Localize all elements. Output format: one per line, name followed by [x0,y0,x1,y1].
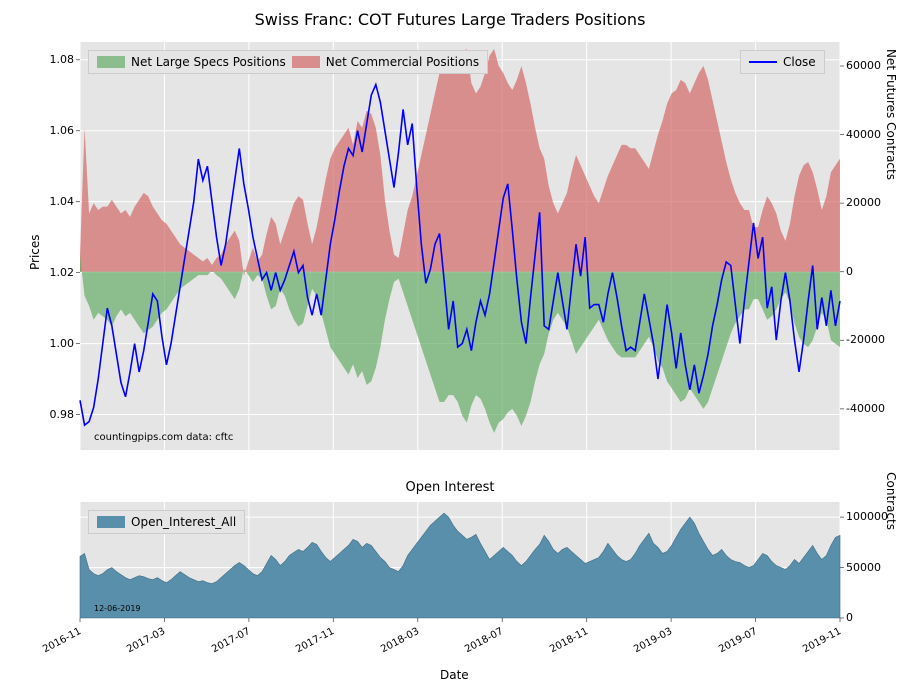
y-right-tick: -40000 [846,402,885,415]
figure: Swiss Franc: COT Futures Large Traders P… [0,0,900,700]
y-right-tick: 60000 [846,59,881,72]
panel2-y-right-tick: 0 [846,611,853,624]
panel2-y-right-tick: 100000 [846,510,888,523]
y-right-tick: 0 [846,265,853,278]
panel2-y-right-tick: 50000 [846,561,881,574]
y-left-tick: 0.98 [50,408,75,421]
y-left-tick: 1.04 [50,195,75,208]
y-right-tick: 20000 [846,196,881,209]
date-note: 12-06-2019 [94,604,141,613]
legend-swatch-area [97,516,125,528]
y-left-tick: 1.02 [50,266,75,279]
y-left-tick: 1.00 [50,337,75,350]
y-right-tick: 40000 [846,128,881,141]
legend-label: Open_Interest_All [131,515,236,529]
y-left-tick: 1.06 [50,124,75,137]
legend-open-interest: Open_Interest_All [88,510,245,534]
x-axis-label: Date [440,668,469,682]
open-interest-svg [0,0,900,700]
y-left-tick: 1.08 [50,53,75,66]
y-right-tick: -20000 [846,333,885,346]
